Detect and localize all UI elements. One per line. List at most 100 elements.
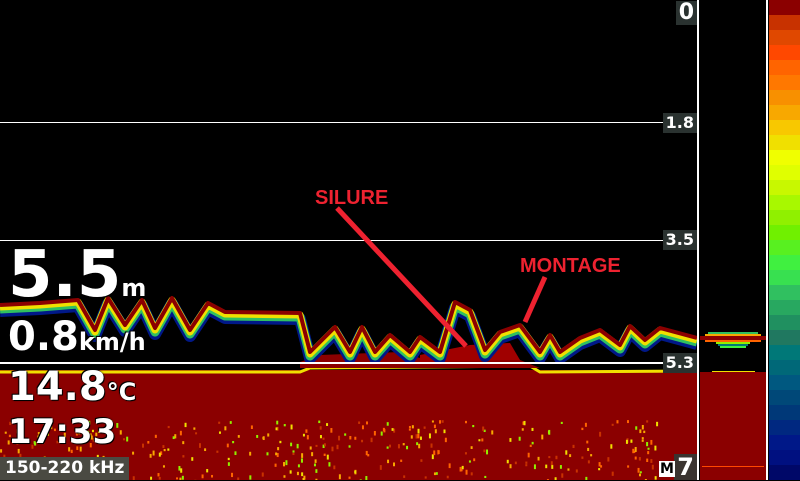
noise-speck [646,442,648,446]
noise-speck [185,423,187,427]
noise-speck [182,455,184,457]
depth-value: 5.5 [8,238,121,312]
noise-speck [150,454,152,458]
noise-speck [311,452,313,456]
scale-band [769,315,800,330]
noise-speck [650,459,652,463]
noise-speck [344,433,346,435]
noise-speck [228,462,230,466]
noise-speck [333,466,335,470]
noise-speck [632,449,634,453]
noise-speck [538,457,540,461]
noise-speck [626,440,628,444]
noise-speck [365,476,367,480]
frequency-label[interactable]: 150-220 kHz [0,457,129,480]
noise-speck [297,444,299,448]
noise-speck [251,425,253,429]
noise-speck [301,453,303,458]
noise-speck [132,452,134,455]
noise-speck [581,428,583,430]
noise-speck [218,422,220,424]
noise-speck [383,428,385,431]
noise-speck [524,421,526,425]
noise-speck [515,462,517,465]
annotation-silure: SILURE [315,187,388,210]
noise-speck [292,453,294,455]
scale-band [769,225,800,240]
noise-speck [646,459,648,462]
noise-speck [155,435,157,438]
noise-speck [573,445,575,448]
noise-speck [328,462,330,466]
scale-band [769,0,800,15]
temperature-value: 14.8 [8,364,107,410]
noise-speck [263,436,265,440]
noise-speck [403,475,405,478]
noise-speck [510,464,512,468]
scale-band [769,270,800,285]
noise-speck [545,465,547,469]
noise-speck [652,465,654,470]
scale-band [769,15,800,30]
depth-label-1: 1.8 [663,113,697,133]
noise-speck [305,429,307,432]
noise-speck [283,475,285,478]
noise-speck [439,420,441,423]
noise-speck [256,435,258,438]
scale-band [769,105,800,120]
noise-speck [358,421,360,423]
noise-speck [638,468,640,473]
noise-speck [639,429,641,433]
noise-speck [318,421,320,424]
noise-speck [290,443,292,447]
noise-speck [392,428,394,431]
noise-speck [548,430,550,435]
noise-speck [478,439,480,441]
noise-speck [567,468,569,470]
noise-speck [279,441,281,443]
noise-speck [587,448,589,451]
noise-speck [642,440,644,442]
noise-speck [301,458,303,462]
noise-speck [640,471,642,473]
noise-speck [167,448,169,450]
scale-band [769,465,800,480]
noise-speck [406,446,408,449]
noise-speck [484,476,486,478]
noise-speck [159,477,161,480]
noise-speck [586,441,588,444]
scale-band [769,375,800,390]
noise-speck [465,452,467,454]
noise-speck [411,435,413,438]
noise-speck [643,431,645,433]
noise-speck [581,456,583,458]
noise-speck [590,454,592,456]
depth-label-top: 0 [676,1,697,25]
noise-speck [534,464,536,469]
noise-speck [576,469,578,472]
noise-speck [354,471,356,474]
noise-speck [303,476,305,480]
noise-speck [159,453,161,457]
noise-speck [283,462,285,466]
noise-speck [646,420,648,422]
scale-band [769,300,800,315]
noise-speck [491,430,493,434]
noise-speck [522,428,524,430]
noise-speck [354,437,356,440]
noise-speck [635,457,637,460]
noise-speck [635,426,637,429]
noise-speck [569,454,571,457]
noise-speck [162,445,164,448]
noise-speck [445,438,447,442]
noise-speck [389,445,391,448]
noise-speck [627,420,629,423]
noise-speck [483,450,485,453]
noise-speck [532,442,534,444]
noise-speck [380,465,382,470]
depth-readout: 5.5m [8,240,146,323]
noise-speck [412,425,414,428]
noise-speck [442,420,444,423]
noise-speck [599,432,601,437]
noise-speck [216,451,218,453]
